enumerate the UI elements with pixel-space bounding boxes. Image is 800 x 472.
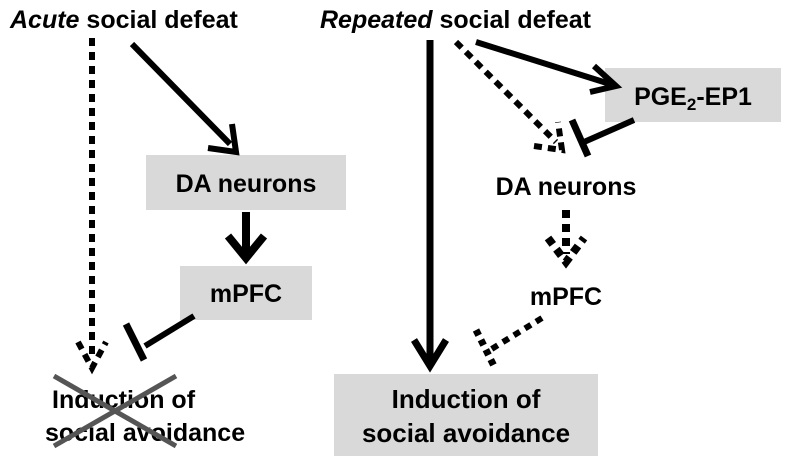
right-outcome-box [334, 374, 598, 456]
right-outcome-line2: social avoidance [362, 418, 570, 448]
left-dotted-arrow-head [75, 340, 109, 375]
left-da-mpfc-arrow-head [224, 233, 268, 265]
left-mpfc-label: mPFC [210, 280, 282, 308]
right-mpfc-label: mPFC [530, 283, 602, 311]
left-title-emphasis: Acute [9, 6, 80, 34]
right-inhibit-shaft [582, 117, 636, 145]
right-pge-arrow-shaft [475, 39, 611, 87]
pge-suffix: -EP1 [696, 83, 752, 111]
right-panel: Repeated social defeat PGE2-EP1 DA neuro… [320, 6, 781, 456]
right-main-arrow-head [411, 338, 449, 373]
right-outcome-line1: Induction of [392, 384, 541, 414]
right-title-emphasis: Repeated [320, 6, 433, 34]
pge-subscript: 2 [687, 95, 696, 114]
left-diag-arrow-head [207, 123, 240, 156]
right-da-mpfc-arrow-head [544, 235, 588, 269]
left-title-rest: social defeat [79, 6, 238, 34]
left-diag-arrow-shaft [129, 41, 233, 147]
right-pge-arrow-head [589, 63, 623, 95]
left-da-label: DA neurons [176, 170, 317, 198]
right-dotted-inhibit-shaft [488, 315, 544, 353]
pge-main: PGE [634, 83, 687, 111]
left-inhibit-bar [122, 322, 148, 362]
left-title: Acute social defeat [9, 6, 239, 34]
left-strike-line-b [52, 373, 178, 449]
right-dotted-da-arrow-shaft [453, 39, 559, 145]
right-da-label: DA neurons [496, 173, 637, 201]
left-mpfc-box [180, 266, 312, 320]
pge-ep1-label: PGE2-EP1 [634, 83, 752, 114]
right-dotted-da-arrow-head [533, 121, 566, 154]
left-da-box [146, 155, 346, 210]
right-title: Repeated social defeat [320, 6, 592, 34]
left-inhibit-shaft [143, 313, 196, 349]
right-title-rest: social defeat [433, 6, 592, 34]
left-panel: Acute social defeat DA neurons mPFC Indu… [9, 6, 346, 449]
right-dotted-inhibit-bar [472, 328, 498, 368]
pge-ep1-box [605, 68, 781, 122]
right-inhibit-bar [568, 118, 592, 158]
left-outcome-line1: Induction of [52, 386, 196, 414]
